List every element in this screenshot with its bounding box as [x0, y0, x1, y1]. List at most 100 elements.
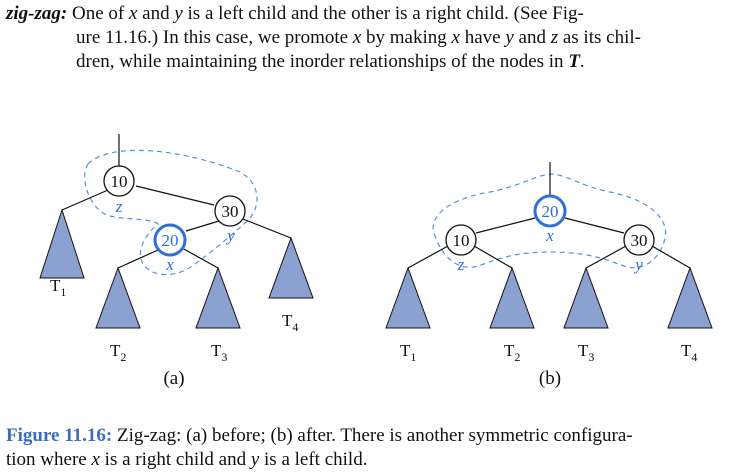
- zig-zag-figure: 10 30 20 z y x T1 T2 T3 T4 (a) 20: [39, 134, 713, 389]
- subtree-t1-b: [385, 266, 431, 329]
- node-10-label-a: 10: [111, 172, 128, 191]
- subtree-t3-a: [195, 266, 241, 329]
- subtree-letter: T: [282, 311, 293, 330]
- var-y: y: [505, 27, 514, 48]
- edge-30-t3-b: [585, 245, 627, 269]
- subtree-subscript: 2: [120, 350, 126, 364]
- node-10-b: [445, 224, 477, 256]
- label-x-b: x: [545, 226, 554, 245]
- subtree-letter: T: [211, 341, 222, 360]
- paragraph-line-1: zig-zag: One of x and y is a left child …: [6, 2, 746, 26]
- subtree-t4-b: [667, 266, 713, 329]
- subtree-label-t1-a: T1: [50, 276, 66, 299]
- subtree-letter: T: [504, 341, 515, 360]
- text-run: as its chil-: [558, 27, 641, 48]
- edge-10-30: [135, 185, 215, 206]
- var-y: y: [250, 449, 260, 470]
- subtree-letter: T: [578, 341, 589, 360]
- caption-text: is a left child.: [259, 449, 368, 470]
- node-30-b: [623, 224, 655, 256]
- label-z-a: z: [115, 197, 123, 216]
- node-20-b: [533, 194, 567, 228]
- edge-20-30: [564, 217, 625, 234]
- edge-10-t1: [61, 189, 109, 211]
- node-20-label-a: 20: [162, 231, 179, 250]
- diagram-b: 20 10 30 x z y T1 T2 T3 T4 (b): [385, 162, 713, 389]
- node-20-a: [153, 223, 187, 257]
- edge-20-t2: [117, 249, 159, 269]
- subcaption-a: (a): [163, 368, 184, 389]
- paragraph-line-2: ure 11.16.) In this case, we promote x b…: [6, 26, 746, 50]
- label-y-b: y: [633, 255, 643, 274]
- var-z: z: [550, 27, 559, 48]
- caption-text: is a right child and: [99, 449, 251, 470]
- subtree-t2-a: [95, 266, 141, 329]
- edge-30-t4: [242, 218, 292, 239]
- subtree-letter: T: [50, 276, 61, 295]
- subtree-label-t2-b: T2: [504, 341, 520, 364]
- subtree-subscript: 4: [292, 320, 298, 334]
- subtree-label-t2-a: T2: [110, 341, 126, 364]
- text-run: One of: [67, 3, 129, 24]
- caption-line-2: tion where x is a right child and y is a…: [6, 448, 746, 472]
- subtree-subscript: 2: [514, 350, 520, 364]
- node-10-label-b: 10: [453, 231, 470, 250]
- subtree-subscript: 4: [691, 350, 697, 364]
- diagram-a: 10 30 20 z y x T1 T2 T3 T4 (a): [39, 134, 314, 389]
- var-x: x: [128, 3, 138, 24]
- subtree-letter: T: [400, 341, 411, 360]
- label-x-a: x: [165, 255, 174, 274]
- zig-zag-paragraph: zig-zag: One of x and y is a left child …: [6, 2, 746, 74]
- subtree-label-t3-a: T3: [211, 341, 227, 364]
- dashed-group-outline-b: [432, 173, 667, 269]
- subtree-t3-b: [563, 266, 609, 329]
- subtree-label-t1-b: T1: [400, 341, 416, 364]
- var-T: T: [568, 51, 580, 72]
- text-run: is a left child and the other is a right…: [182, 3, 584, 24]
- text-run: have: [459, 27, 506, 48]
- subtree-letter: T: [110, 341, 121, 360]
- subtree-t2-b: [489, 266, 535, 329]
- subtree-t4-a: [268, 236, 314, 299]
- var-x: x: [352, 27, 362, 48]
- subcaption-b: (b): [539, 368, 561, 389]
- label-z-b: z: [457, 255, 465, 274]
- edge-20-10: [475, 217, 536, 234]
- paragraph-line-3: dren, while maintaining the inorder rela…: [6, 50, 746, 74]
- subtree-subscript: 3: [588, 350, 594, 364]
- edge-30-t4-b: [651, 245, 691, 269]
- var-x: x: [451, 27, 460, 48]
- node-10-a: [103, 165, 135, 197]
- subtree-subscript: 3: [221, 350, 227, 364]
- text-run: by making: [361, 27, 452, 48]
- label-y-a: y: [225, 226, 235, 245]
- node-20-label-b: 20: [542, 202, 559, 221]
- subtree-letter: T: [681, 341, 692, 360]
- node-30-a: [214, 195, 246, 227]
- subtree-subscript: 1: [410, 350, 416, 364]
- node-30-label-b: 30: [631, 231, 648, 250]
- node-30-label-a: 30: [222, 202, 239, 221]
- text-run: and: [137, 3, 175, 24]
- subtree-label-t3-b: T3: [578, 341, 594, 364]
- text-run: and: [513, 27, 551, 48]
- subtree-subscript: 1: [60, 285, 66, 299]
- text-run: dren, while maintaining the inorder rela…: [76, 51, 569, 72]
- zig-zag-term: zig-zag: [6, 3, 61, 24]
- var-x: x: [91, 449, 100, 470]
- edge-30-20: [185, 220, 220, 232]
- caption-label: Figure 11.16:: [6, 425, 113, 446]
- var-y: y: [174, 3, 183, 24]
- subtree-label-t4-a: T4: [282, 311, 298, 334]
- caption-text: Zig-zag: (a) before; (b) after. There is…: [112, 425, 633, 446]
- edge-10-t2-b: [473, 245, 513, 269]
- edge-10-t1-b: [407, 245, 449, 269]
- caption-text: tion where: [6, 449, 92, 470]
- caption-line-1: Figure 11.16: Zig-zag: (a) before; (b) a…: [6, 424, 746, 448]
- figure-caption: Figure 11.16: Zig-zag: (a) before; (b) a…: [6, 424, 746, 472]
- subtree-label-t4-b: T4: [681, 341, 697, 364]
- edge-20-t3: [181, 247, 219, 269]
- term-colon: :: [60, 3, 68, 24]
- subtree-t1-a: [39, 208, 85, 279]
- text-run: .: [579, 51, 585, 72]
